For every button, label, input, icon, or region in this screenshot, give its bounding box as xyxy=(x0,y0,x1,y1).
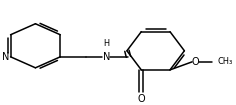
Text: H: H xyxy=(103,39,110,48)
Text: N: N xyxy=(2,52,9,62)
Text: O: O xyxy=(138,94,145,104)
Text: CH₃: CH₃ xyxy=(217,57,232,66)
Text: N: N xyxy=(103,52,110,62)
Text: O: O xyxy=(192,57,199,67)
